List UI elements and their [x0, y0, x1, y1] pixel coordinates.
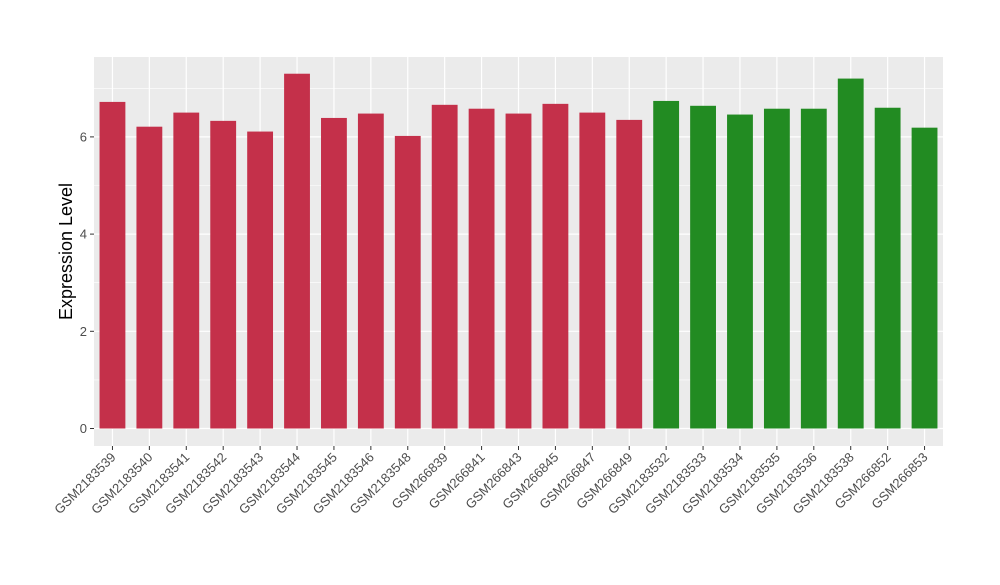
bars [99, 73, 938, 429]
y-tick-label: 6 [80, 129, 87, 144]
bar-GSM2183534 [727, 114, 753, 429]
bar-GSM266843 [505, 113, 532, 429]
bar-GSM266852 [874, 107, 901, 429]
bar-GSM266839 [431, 104, 458, 429]
bar-GSM2183545 [321, 117, 347, 429]
y-tick-label: 4 [80, 227, 87, 242]
y-tick-label: 0 [80, 421, 87, 436]
bar-GSM2183532 [653, 100, 680, 429]
y-tick-label: 2 [80, 324, 87, 339]
bar-GSM2183538 [837, 78, 864, 429]
bar-GSM266853 [911, 127, 938, 429]
bar-GSM2183543 [247, 131, 274, 429]
bar-GSM2183548 [394, 135, 421, 429]
bar-GSM2183544 [284, 73, 310, 429]
bar-GSM266849 [616, 119, 643, 429]
bar-GSM266841 [468, 108, 495, 429]
y-axis: 0 2 4 6 [80, 129, 94, 436]
bar-GSM266847 [579, 112, 606, 429]
bar-GSM2183539 [99, 101, 126, 429]
bar-GSM2183540 [136, 126, 163, 429]
bar-GSM2183546 [357, 113, 384, 429]
y-axis-label: Expression Level [56, 183, 76, 320]
bar-GSM2183533 [690, 105, 716, 429]
bar-GSM266845 [542, 103, 569, 429]
bar-GSM2183542 [210, 120, 237, 429]
bar-GSM2183535 [763, 108, 790, 429]
bar-GSM2183536 [800, 108, 827, 429]
x-axis: GSM2183539GSM2183540GSM2183541GSM2183542… [51, 446, 931, 517]
bar-GSM2183541 [173, 112, 200, 429]
